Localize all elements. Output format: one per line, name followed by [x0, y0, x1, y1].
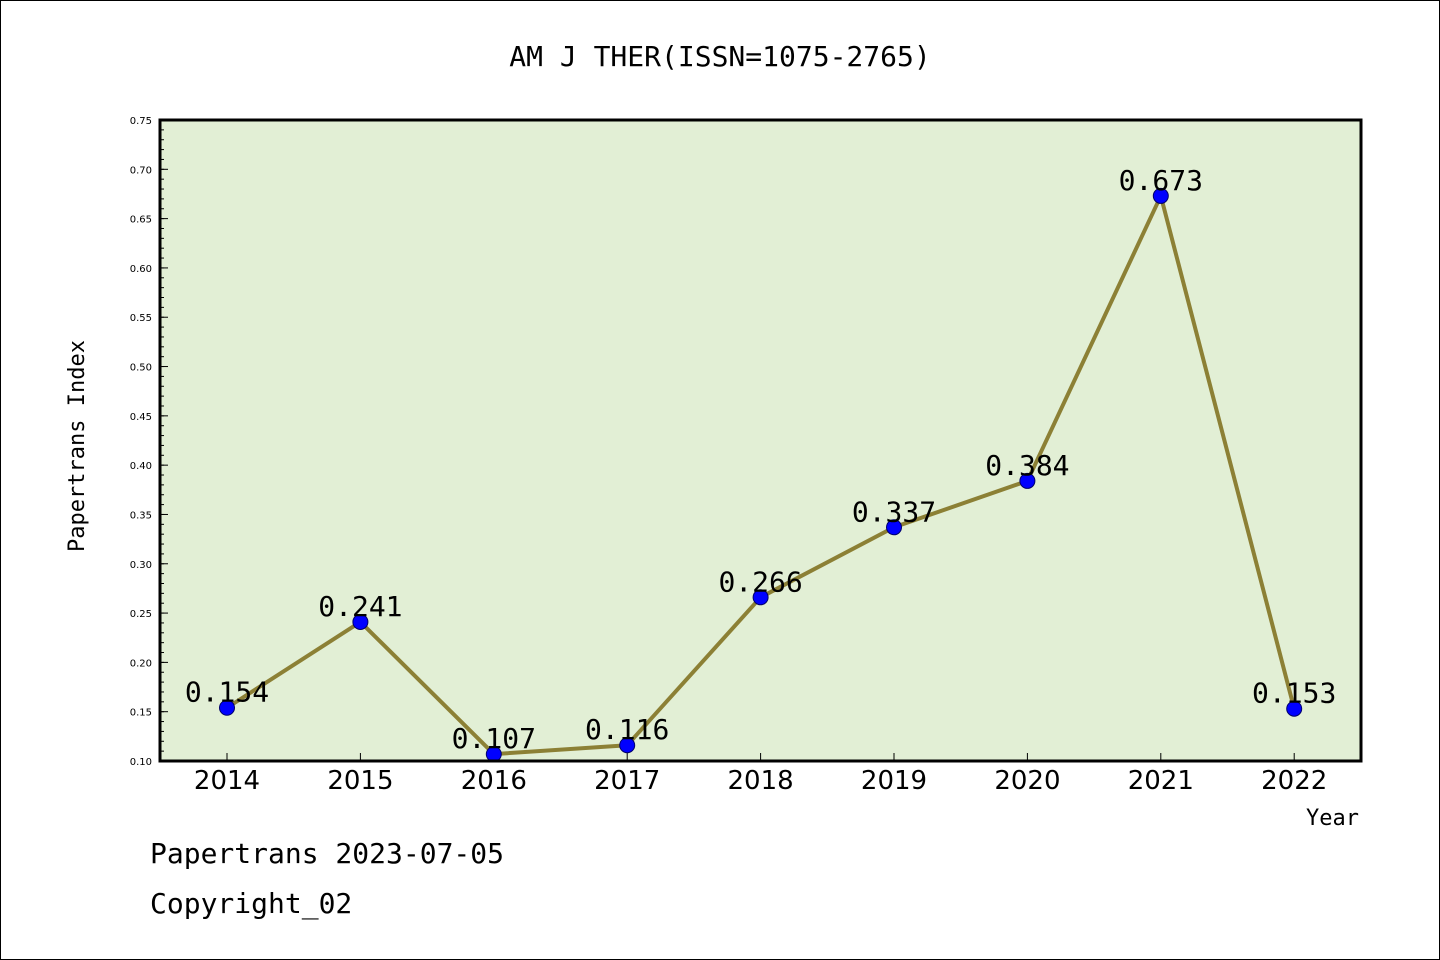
- y-axis-label: Papertrans Index: [65, 340, 90, 552]
- data-label: 0.154: [185, 676, 269, 709]
- y-tick-label: 0.65: [130, 215, 152, 226]
- data-label: 0.673: [1119, 164, 1203, 197]
- x-tick-label: 2017: [594, 766, 660, 796]
- data-label: 0.153: [1252, 677, 1336, 710]
- plot-area: [160, 120, 1361, 761]
- x-tick-label: 2016: [461, 766, 527, 796]
- data-point: [1286, 700, 1303, 717]
- data-point: [352, 613, 369, 630]
- x-tick-label: 2015: [327, 766, 393, 796]
- x-tick-label: 2020: [994, 766, 1060, 796]
- data-point: [219, 699, 235, 716]
- y-tick-label: 0.20: [130, 658, 152, 669]
- y-tick-label: 0.75: [130, 116, 152, 127]
- series-markers: [219, 187, 1303, 763]
- y-tick-label: 0.60: [130, 264, 152, 275]
- y-tick-label: 0.15: [130, 708, 152, 719]
- y-tick-label: 0.35: [130, 510, 152, 521]
- data-label: 0.107: [452, 722, 536, 755]
- x-tick-label: 2021: [1128, 766, 1194, 796]
- x-tick-label: 2014: [194, 766, 260, 796]
- data-label: 0.116: [585, 713, 669, 746]
- data-label: 0.266: [718, 565, 802, 598]
- data-point: [752, 589, 769, 606]
- data-point: [619, 737, 636, 754]
- x-tick-label: 2018: [728, 766, 794, 796]
- y-tick-label: 0.55: [130, 313, 152, 324]
- y-tick-label: 0.25: [130, 609, 152, 620]
- plot-border: [158, 118, 1363, 763]
- x-axis-label: Year: [1306, 806, 1359, 831]
- data-label: 0.337: [852, 495, 936, 528]
- y-tick-label: 0.70: [130, 165, 152, 176]
- y-tick-label: 0.10: [130, 757, 152, 768]
- y-tick-label: 0.50: [130, 363, 152, 374]
- data-point: [1019, 472, 1036, 489]
- chart-title: AM J THER(ISSN=1075-2765): [509, 40, 930, 73]
- data-point: [886, 519, 902, 536]
- x-tick-label: 2019: [861, 766, 927, 796]
- y-tick-label: 0.45: [130, 412, 152, 423]
- x-axis-ticks: 2014 2015 2016 2017 2018 2019 2020 2021 2022: [194, 753, 1327, 796]
- data-labels: 0.154 0.241 0.107 0.116 0.266 0.337 0.384 0.673…: [185, 164, 1336, 755]
- data-point: [1152, 187, 1169, 204]
- footer-copyright: Copyright_02: [150, 887, 352, 921]
- y-tick-label: 0.40: [130, 461, 152, 472]
- footer-date: Papertrans 2023-07-05: [150, 837, 504, 870]
- data-label: 0.384: [985, 449, 1069, 482]
- data-label: 0.241: [318, 590, 402, 623]
- x-tick-label: 2022: [1261, 766, 1327, 796]
- y-tick-label: 0.30: [130, 560, 152, 571]
